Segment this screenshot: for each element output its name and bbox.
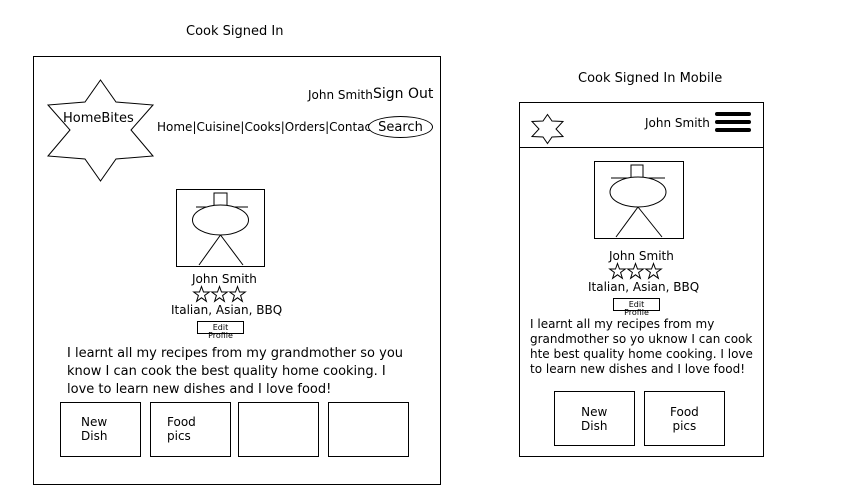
nav-orders[interactable]: Orders xyxy=(284,120,326,134)
mobile-new-dish-tile[interactable]: New Dish xyxy=(554,391,635,446)
profile-cuisines: Italian, Asian, BBQ xyxy=(171,303,283,317)
nav-separator: | xyxy=(325,120,330,134)
new-dish-tile[interactable]: New Dish xyxy=(60,402,141,457)
mobile-food-pics-tile[interactable]: Food pics xyxy=(644,391,725,446)
star-icon xyxy=(210,285,229,303)
tile-label: New Dish xyxy=(81,415,108,443)
desktop-caption: Cook Signed In xyxy=(186,24,284,39)
tile-label: Food pics xyxy=(167,415,196,443)
mobile-profile-picture xyxy=(594,161,684,239)
search-label: Search xyxy=(378,119,423,135)
logo-text: HomeBites xyxy=(63,111,134,126)
star-icon xyxy=(626,262,645,280)
star-icon xyxy=(608,262,627,280)
mobile-user-name: John Smith xyxy=(645,116,710,130)
rating-stars xyxy=(192,285,247,303)
nav-separator: | xyxy=(280,120,285,134)
nav-home[interactable]: Home xyxy=(157,120,193,134)
nav-contact[interactable]: Contact xyxy=(329,120,376,134)
cook-avatar-icon xyxy=(192,192,249,266)
cook-avatar-icon xyxy=(609,164,667,238)
mobile-profile-cuisines: Italian, Asian, BBQ xyxy=(588,280,700,294)
homebites-logo-icon[interactable] xyxy=(46,79,155,182)
nav-separator: | xyxy=(240,120,245,134)
tile-label: Food pics xyxy=(670,405,699,433)
food-pics-tile[interactable]: Food pics xyxy=(150,402,231,457)
mobile-profile-name: John Smith xyxy=(609,249,674,263)
mobile-header-divider xyxy=(519,147,764,148)
tile-label: New Dish xyxy=(581,405,608,433)
mobile-rating-stars xyxy=(608,262,663,280)
user-name: John Smith xyxy=(308,88,373,102)
profile-name: John Smith xyxy=(192,272,257,286)
main-nav: Home | Cuisine | Cooks | Orders | Contac… xyxy=(157,120,376,134)
profile-picture xyxy=(176,189,265,267)
empty-tile[interactable] xyxy=(328,402,409,457)
hamburger-icon[interactable] xyxy=(715,112,751,134)
star-icon xyxy=(228,285,247,303)
mobile-profile-bio: I learnt all my recipes from my grandmot… xyxy=(530,317,753,376)
empty-tile[interactable] xyxy=(238,402,319,457)
star-icon xyxy=(644,262,663,280)
sign-out-link[interactable]: Sign Out xyxy=(373,86,434,102)
edit-profile-button[interactable]: Edit Profile xyxy=(197,321,244,340)
star-logo-icon[interactable] xyxy=(530,113,565,145)
nav-cuisine[interactable]: Cuisine xyxy=(196,120,241,134)
mobile-caption: Cook Signed In Mobile xyxy=(578,71,723,86)
profile-bio: I learnt all my recipes from my grandmot… xyxy=(67,346,404,397)
star-icon xyxy=(192,285,211,303)
nav-cooks[interactable]: Cooks xyxy=(244,120,281,134)
mobile-edit-profile-button[interactable]: Edit Profile xyxy=(613,298,660,317)
nav-separator: | xyxy=(192,120,197,134)
search-button[interactable]: Search xyxy=(368,116,433,138)
